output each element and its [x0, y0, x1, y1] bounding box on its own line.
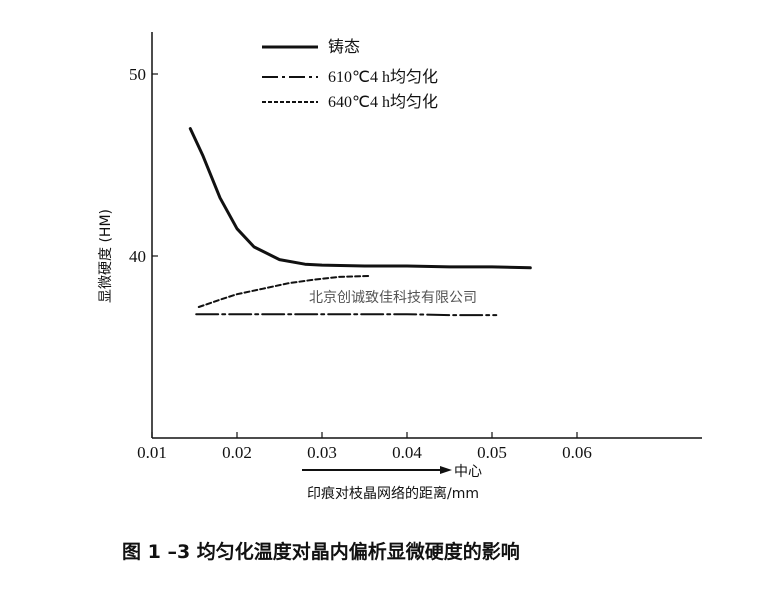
- y-tick-label: 40: [129, 247, 146, 266]
- center-arrow: [302, 466, 452, 474]
- series-line-2: [197, 275, 370, 308]
- x-tick-label: 0.05: [477, 443, 507, 462]
- center-annotation: 中心: [454, 464, 482, 480]
- watermark: 北京创诚致佳科技有限公司: [309, 290, 477, 306]
- x-tick-label: 0.06: [562, 443, 592, 462]
- x-tick-label: 0.04: [392, 443, 422, 462]
- legend: 铸态 610℃4 h均匀化 640℃4 h均匀化: [262, 38, 438, 111]
- series-lines: [188, 127, 532, 317]
- axes: [151, 32, 702, 439]
- series-line-1: [195, 313, 498, 317]
- x-tick-label: 0.01: [137, 443, 167, 462]
- y-axis-label: 显微硬度 (HM): [98, 209, 114, 303]
- series-line-0: [188, 127, 532, 270]
- figure-caption: 图 1 –3 均匀化温度对晶内偏析显微硬度的影响: [122, 540, 520, 563]
- x-axis-label: 印痕对枝晶网络的距离/mm: [307, 485, 479, 502]
- legend-label: 610℃4 h均匀化: [328, 68, 438, 86]
- legend-label: 640℃4 h均匀化: [328, 93, 438, 111]
- x-tick-label: 0.03: [307, 443, 337, 462]
- x-ticks: 0.01 0.02 0.03 0.04 0.05 0.06: [137, 432, 592, 462]
- x-tick-label: 0.02: [222, 443, 252, 462]
- legend-label: 铸态: [328, 38, 360, 56]
- y-tick-label: 50: [129, 65, 146, 84]
- y-ticks: 40 50: [129, 65, 158, 266]
